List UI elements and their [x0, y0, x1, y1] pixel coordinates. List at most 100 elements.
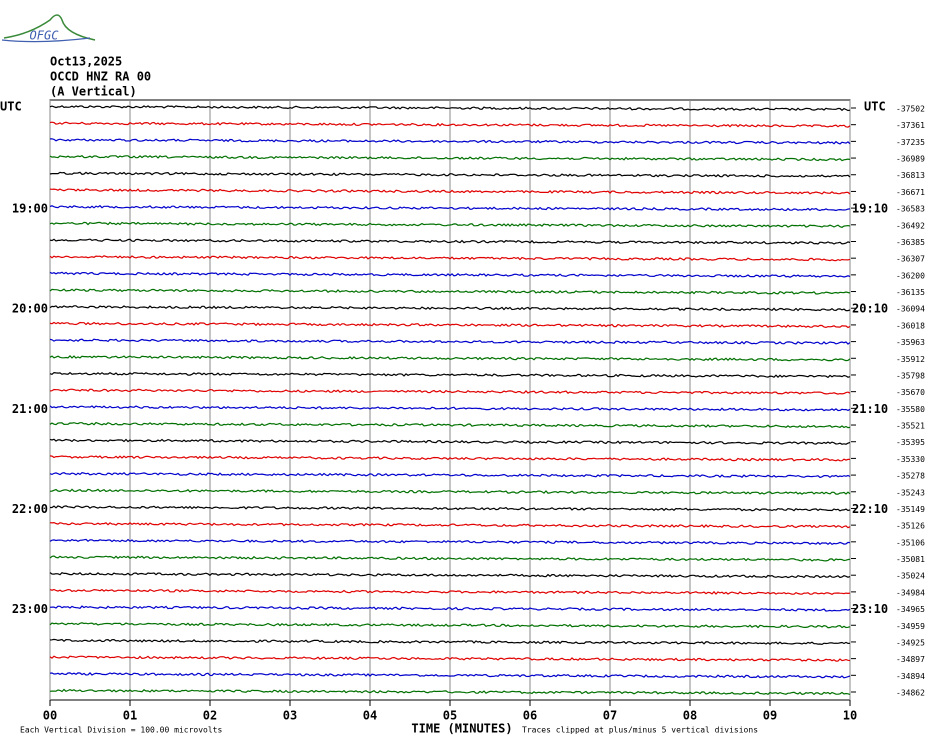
right-time-label: 23:10 [852, 602, 888, 616]
scale-note: Each Vertical Division = 100.00 microvol… [20, 726, 222, 735]
x-tick-label: 06 [523, 709, 537, 723]
trace [49, 538, 851, 546]
trace-offset: -35278 [896, 472, 925, 481]
trace-offset: -34959 [896, 622, 925, 631]
trace [49, 204, 851, 212]
right-time-label: 21:10 [852, 402, 888, 416]
trace [49, 638, 851, 646]
trace [49, 438, 851, 445]
title-line: OCCD HNZ RA 00 [50, 70, 151, 84]
right-time-label: 20:10 [852, 302, 888, 316]
trace [49, 354, 851, 362]
trace [49, 105, 851, 112]
left-axis-title: UTC [0, 100, 22, 114]
trace [49, 588, 851, 595]
trace-offset: -36671 [896, 188, 925, 197]
trace [49, 188, 851, 195]
trace-offset: -36583 [896, 205, 925, 214]
trace [49, 288, 851, 295]
trace-offset: -34897 [896, 655, 925, 664]
trace-offset: -35106 [896, 538, 925, 547]
trace-offset: -36094 [896, 305, 925, 314]
trace-offset: -35521 [896, 422, 925, 431]
trace [49, 421, 851, 429]
trace [49, 555, 851, 562]
x-tick-label: 01 [123, 709, 137, 723]
trace-offset: -35149 [896, 505, 925, 514]
x-tick-label: 07 [603, 709, 617, 723]
title-line: (A Vertical) [50, 85, 137, 99]
right-time-label: 22:10 [852, 502, 888, 516]
trace-offset: -35330 [896, 455, 925, 464]
x-tick-label: 10 [843, 709, 857, 723]
trace-offset: -34862 [896, 689, 925, 698]
trace [49, 572, 851, 579]
title-line: Oct13,2025 [50, 55, 122, 69]
trace-offset: -36492 [896, 221, 925, 230]
trace-offset: -37502 [896, 105, 925, 114]
trace [49, 622, 851, 629]
right-axis-title: UTC [864, 100, 886, 114]
trace-offset: -36385 [896, 238, 925, 247]
trace-offset: -35243 [896, 488, 925, 497]
trace [49, 488, 851, 495]
trace-offset: -34965 [896, 605, 925, 614]
trace [49, 455, 850, 462]
x-tick-label: 00 [43, 709, 57, 723]
trace [49, 221, 851, 228]
trace [49, 388, 851, 395]
trace [49, 271, 851, 278]
trace-offset: -34894 [896, 672, 925, 681]
trace-offset: -35798 [896, 371, 925, 380]
trace-offset: -35580 [896, 405, 925, 414]
left-time-label: 23:00 [12, 602, 48, 616]
trace [50, 505, 851, 512]
trace-offset: -36307 [896, 255, 925, 264]
trace [49, 655, 851, 662]
trace [49, 321, 851, 329]
trace-offset: -35963 [896, 338, 925, 347]
left-time-label: 21:00 [12, 402, 48, 416]
x-tick-label: 03 [283, 709, 297, 723]
trace-offset: -36018 [896, 321, 925, 330]
trace [49, 121, 851, 128]
trace-offset: -35670 [896, 388, 925, 397]
trace-offset: -36813 [896, 171, 925, 180]
trace-offset: -35126 [896, 522, 925, 531]
trace-offset: -35081 [896, 555, 925, 564]
trace [49, 338, 851, 345]
left-time-label: 19:00 [12, 202, 48, 216]
trace-offset: -36989 [896, 155, 925, 164]
trace-offset: -36200 [896, 271, 925, 280]
trace [49, 672, 851, 679]
clip-note: Traces clipped at plus/minus 5 vertical … [522, 726, 758, 735]
x-tick-label: 02 [203, 709, 217, 723]
trace-offset: -36135 [896, 288, 925, 297]
trace-offset: -34925 [896, 638, 925, 647]
trace [49, 305, 851, 312]
trace [49, 405, 851, 412]
right-time-label: 19:10 [852, 202, 888, 216]
trace-offset: -35024 [896, 572, 925, 581]
left-time-label: 20:00 [12, 302, 48, 316]
logo-text: OFGC [30, 29, 60, 43]
trace-offset: -37361 [896, 121, 925, 130]
trace [49, 171, 851, 178]
trace-offset: -34984 [896, 588, 925, 597]
x-tick-label: 08 [683, 709, 697, 723]
logo-swoosh [1, 37, 91, 43]
trace [49, 472, 851, 479]
trace [49, 154, 851, 162]
trace [49, 521, 851, 529]
x-tick-label: 05 [443, 709, 457, 723]
x-tick-label: 04 [363, 709, 377, 723]
trace [49, 605, 851, 612]
logo-mark [3, 14, 96, 41]
trace [49, 688, 851, 696]
trace [49, 138, 851, 145]
x-tick-label: 09 [763, 709, 777, 723]
x-axis-title: TIME (MINUTES) [411, 722, 512, 736]
trace-offset: -37235 [896, 138, 925, 147]
trace [49, 371, 851, 379]
